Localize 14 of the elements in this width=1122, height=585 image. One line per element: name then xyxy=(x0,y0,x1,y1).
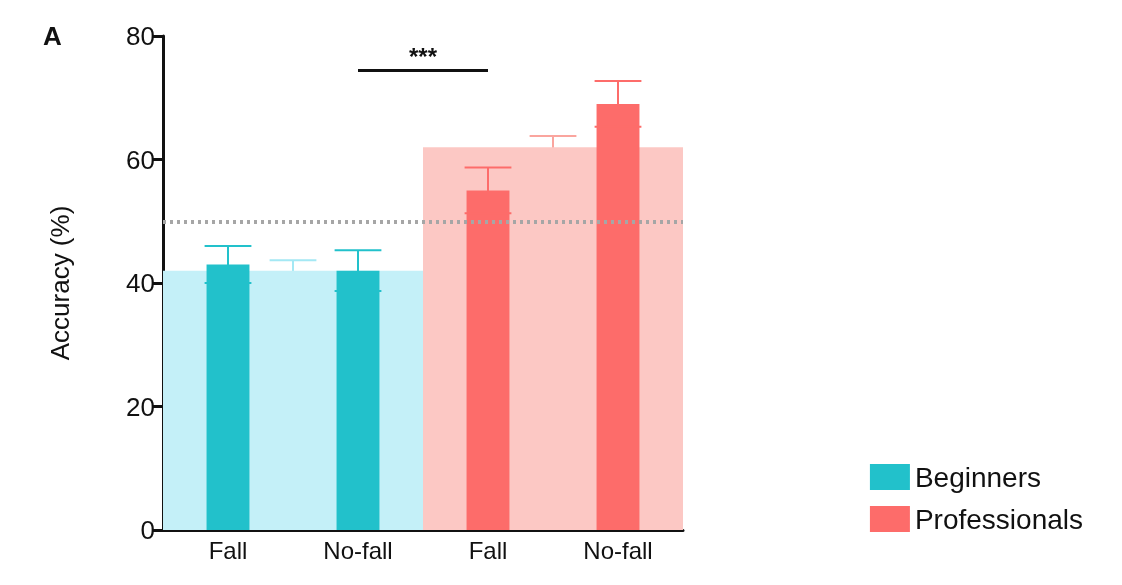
annotation: *** xyxy=(408,43,438,71)
x-tick-label: Fall xyxy=(468,536,508,564)
legend-label: Professionals xyxy=(914,503,1084,535)
y-axis-title: Accuracy (%) xyxy=(45,205,75,361)
y-tick-label: 40 xyxy=(126,268,155,298)
y-tick-label: 0 xyxy=(140,515,155,545)
y-tick-label: 20 xyxy=(126,391,155,422)
x-tick-label: No-fall xyxy=(583,536,653,564)
chart-title: A xyxy=(43,21,62,51)
y-tick-label: 80 xyxy=(126,21,155,51)
x-tick-label: No-fall xyxy=(323,536,393,564)
x-tick-label: Fall xyxy=(208,536,248,564)
y-tick-label: 60 xyxy=(126,144,155,175)
legend-label: Beginners xyxy=(914,461,1042,493)
